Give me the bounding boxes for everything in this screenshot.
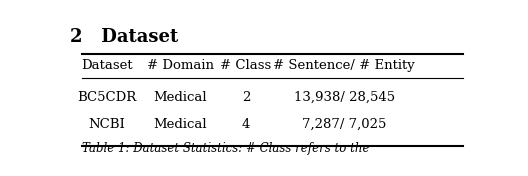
Text: 7,287/ 7,025: 7,287/ 7,025 <box>302 118 386 131</box>
Text: # Class: # Class <box>220 59 272 72</box>
Text: Medical: Medical <box>154 118 208 131</box>
Text: Table 1: Dataset Statistics: # Class refers to the: Table 1: Dataset Statistics: # Class ref… <box>82 142 370 155</box>
Text: # Domain: # Domain <box>147 59 214 72</box>
Text: 13,938/ 28,545: 13,938/ 28,545 <box>294 90 395 103</box>
Text: 2   Dataset: 2 Dataset <box>70 28 178 46</box>
Text: NCBI: NCBI <box>89 118 125 131</box>
Text: # Sentence/ # Entity: # Sentence/ # Entity <box>274 59 415 72</box>
Text: BC5CDR: BC5CDR <box>77 90 137 103</box>
Text: 2: 2 <box>242 90 250 103</box>
Text: Dataset: Dataset <box>81 59 133 72</box>
Text: Medical: Medical <box>154 90 208 103</box>
Text: 4: 4 <box>242 118 250 131</box>
